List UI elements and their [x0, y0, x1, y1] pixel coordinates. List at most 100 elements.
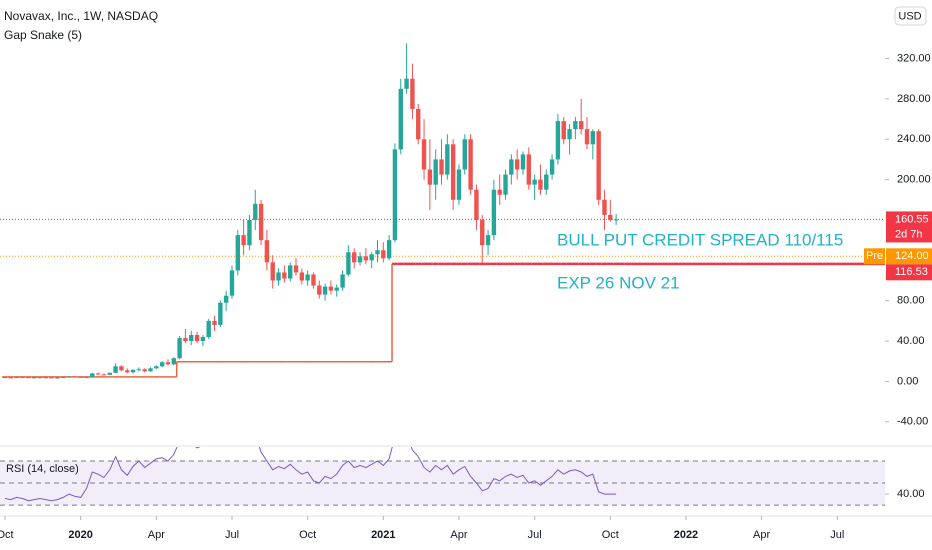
candle-body — [26, 377, 31, 379]
candle-body — [165, 362, 171, 365]
currency[interactable]: USD — [898, 10, 921, 22]
candle-body — [578, 121, 584, 130]
candle-body — [276, 272, 281, 281]
countdown: 2d 7h — [895, 228, 923, 240]
candle-body — [602, 199, 607, 215]
rsi-tick-label: 40.00 — [897, 488, 925, 500]
price-label-box — [886, 211, 932, 243]
x-tick-label: Apr — [148, 529, 165, 541]
candle-body — [119, 366, 124, 371]
candle-body — [171, 358, 176, 365]
candle-body — [375, 250, 380, 255]
x-tick-label: Oct — [299, 529, 316, 541]
x-tick-label: Jul — [528, 529, 542, 541]
currency-box[interactable] — [894, 6, 927, 26]
rsi-pane — [0, 447, 885, 506]
candle-body — [613, 219, 619, 221]
candle-body — [78, 376, 83, 378]
candle-body — [55, 377, 60, 379]
y-tick-label: 240.00 — [897, 133, 931, 145]
candle-body — [538, 179, 543, 190]
tag-box — [864, 248, 885, 265]
candle-body — [340, 274, 345, 288]
candle-body — [154, 366, 159, 369]
candle-body — [584, 129, 590, 145]
candle-body — [491, 189, 497, 236]
candle-body — [503, 174, 508, 195]
candle-body — [561, 121, 566, 140]
candle-body — [200, 337, 206, 342]
candle-body — [433, 159, 438, 185]
candle-body — [421, 139, 427, 170]
candle-body — [247, 219, 252, 246]
price-label: 116.53 — [895, 266, 928, 278]
candle-body — [468, 139, 473, 190]
candle-body — [159, 362, 165, 367]
candle-body — [125, 370, 130, 373]
candle-body — [608, 214, 613, 220]
candle-body — [287, 265, 293, 279]
candle-body — [136, 369, 142, 371]
candle-body — [113, 366, 118, 373]
candle-body — [218, 302, 223, 325]
candle-body — [61, 377, 66, 379]
x-tick-label: Jul — [225, 529, 239, 541]
price-label: 160.55 — [895, 213, 929, 225]
candle-body — [299, 272, 305, 281]
main-pane — [0, 43, 885, 379]
price-tag: Pre — [866, 250, 883, 262]
candle-body — [258, 203, 264, 241]
candle-body — [66, 376, 72, 378]
candle-body — [20, 376, 25, 378]
candle-body — [177, 338, 182, 359]
candle-body — [206, 320, 211, 338]
candle-body — [95, 373, 101, 375]
candle-body — [567, 129, 572, 140]
candle-body — [456, 169, 462, 200]
x-tick-label: Jul — [830, 529, 844, 541]
y-tick-label: 0.00 — [897, 375, 918, 387]
candle-body — [485, 235, 491, 246]
candle-body — [381, 250, 386, 259]
candle-body — [223, 295, 229, 303]
candle-body — [596, 131, 601, 200]
candle-body — [526, 154, 532, 185]
annotation: BULL PUT CREDIT SPREAD 110/115 — [557, 230, 843, 249]
candle-body — [509, 159, 514, 175]
candle-body — [532, 179, 537, 185]
candle-body — [573, 121, 578, 130]
candle-body — [416, 108, 421, 140]
x-tick-label: Apr — [753, 529, 770, 541]
y-tick-label: 280.00 — [897, 93, 931, 105]
candle-body — [363, 256, 369, 261]
candle-body — [107, 372, 112, 375]
candle-body — [357, 256, 363, 263]
y-tick-label: 80.00 — [897, 295, 925, 307]
candle-body — [270, 262, 275, 281]
candle-body — [14, 376, 19, 378]
candle-body — [189, 335, 194, 342]
candle-body — [497, 189, 502, 195]
x-tick-label: Oct — [602, 529, 619, 541]
candle-body — [72, 376, 78, 378]
candle-body — [43, 377, 48, 379]
price-label-box — [886, 264, 932, 281]
candle-body — [311, 274, 316, 286]
candle-body — [352, 252, 357, 263]
candle-body — [549, 159, 555, 175]
candle-body — [235, 235, 241, 271]
candle-body — [8, 377, 14, 379]
candle-body — [183, 338, 188, 342]
candle-body — [2, 377, 8, 379]
y-tick-label: 200.00 — [897, 174, 931, 186]
candle-body — [31, 377, 37, 379]
candle-body — [194, 335, 200, 342]
candle-body — [462, 139, 467, 170]
candle-body — [410, 78, 415, 109]
candle-body — [427, 169, 433, 185]
candle-body — [450, 144, 456, 200]
candle-body — [305, 274, 310, 281]
candle-body — [130, 369, 136, 373]
rsi-line — [4, 447, 617, 502]
candle-body — [392, 149, 398, 241]
